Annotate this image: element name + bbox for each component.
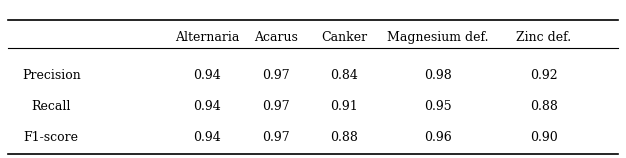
Text: 0.96: 0.96: [424, 131, 451, 144]
Text: 0.88: 0.88: [530, 100, 558, 113]
Text: Precision: Precision: [22, 69, 81, 82]
Text: 0.88: 0.88: [331, 131, 358, 144]
Text: Magnesium def.: Magnesium def.: [387, 31, 488, 44]
Text: 0.97: 0.97: [262, 100, 289, 113]
Text: 0.97: 0.97: [262, 69, 289, 82]
Text: Zinc def.: Zinc def.: [516, 31, 571, 44]
Text: 0.92: 0.92: [530, 69, 557, 82]
Text: 0.84: 0.84: [331, 69, 358, 82]
Text: 0.91: 0.91: [331, 100, 358, 113]
Text: Acarus: Acarus: [254, 31, 297, 44]
Text: Recall: Recall: [31, 100, 71, 113]
Text: 0.94: 0.94: [193, 131, 221, 144]
Text: 0.90: 0.90: [530, 131, 558, 144]
Text: Alternaria: Alternaria: [175, 31, 239, 44]
Text: 0.97: 0.97: [262, 131, 289, 144]
Text: 0.94: 0.94: [193, 100, 221, 113]
Text: 0.94: 0.94: [193, 69, 221, 82]
Text: F1-score: F1-score: [24, 131, 79, 144]
Text: 0.98: 0.98: [424, 69, 451, 82]
Text: 0.95: 0.95: [424, 100, 451, 113]
Text: Canker: Canker: [321, 31, 367, 44]
